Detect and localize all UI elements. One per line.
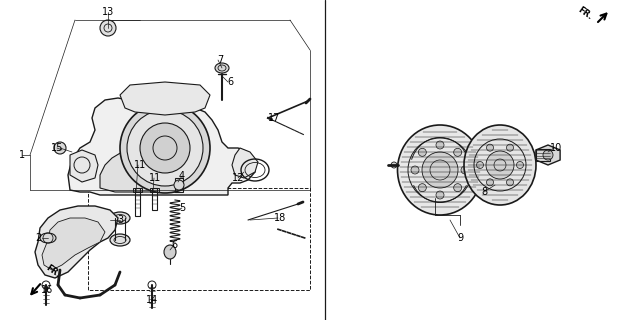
- Circle shape: [486, 151, 514, 179]
- Text: 7: 7: [217, 55, 223, 65]
- Text: FR.: FR.: [44, 264, 62, 280]
- Polygon shape: [35, 206, 118, 278]
- Circle shape: [487, 179, 493, 186]
- Circle shape: [422, 152, 458, 188]
- Text: 8: 8: [481, 187, 487, 197]
- Circle shape: [418, 184, 426, 192]
- Circle shape: [418, 148, 426, 156]
- Text: 1: 1: [19, 150, 25, 160]
- Ellipse shape: [110, 234, 130, 246]
- Text: 5: 5: [179, 203, 185, 213]
- Circle shape: [543, 150, 553, 160]
- Circle shape: [506, 144, 513, 151]
- Circle shape: [516, 162, 523, 169]
- Text: 18: 18: [274, 213, 286, 223]
- Circle shape: [140, 123, 190, 173]
- Text: 11: 11: [149, 173, 161, 183]
- Text: 9: 9: [457, 233, 463, 243]
- Polygon shape: [68, 98, 255, 195]
- Bar: [150, 188, 159, 192]
- Circle shape: [436, 141, 444, 149]
- Text: 6: 6: [227, 77, 233, 87]
- Text: 2: 2: [35, 233, 41, 243]
- Polygon shape: [70, 150, 98, 182]
- Circle shape: [506, 179, 513, 186]
- Circle shape: [411, 166, 419, 174]
- Ellipse shape: [110, 212, 130, 224]
- Text: 10: 10: [550, 143, 562, 153]
- Bar: [152, 188, 157, 210]
- Bar: [175, 178, 183, 192]
- Circle shape: [174, 180, 184, 190]
- Text: 17: 17: [268, 113, 280, 123]
- Text: 13: 13: [102, 7, 114, 17]
- Circle shape: [120, 103, 210, 193]
- Ellipse shape: [215, 63, 229, 73]
- Polygon shape: [100, 148, 185, 192]
- Circle shape: [461, 166, 469, 174]
- Circle shape: [127, 110, 203, 186]
- Text: 4: 4: [179, 171, 185, 181]
- Text: 16: 16: [41, 285, 53, 295]
- Bar: [536, 149, 550, 161]
- Circle shape: [487, 144, 493, 151]
- Ellipse shape: [40, 233, 56, 243]
- Text: FR.: FR.: [576, 6, 594, 22]
- Polygon shape: [120, 82, 210, 115]
- Text: 12: 12: [232, 173, 244, 183]
- Circle shape: [54, 142, 66, 154]
- Ellipse shape: [397, 125, 482, 215]
- Bar: [88, 188, 310, 290]
- Ellipse shape: [164, 245, 176, 259]
- Circle shape: [391, 162, 397, 168]
- Circle shape: [454, 184, 462, 192]
- Ellipse shape: [464, 125, 536, 205]
- Circle shape: [477, 162, 483, 169]
- Circle shape: [454, 148, 462, 156]
- Polygon shape: [536, 145, 560, 165]
- Text: 6: 6: [171, 240, 177, 250]
- Text: 15: 15: [51, 143, 63, 153]
- Polygon shape: [42, 218, 105, 270]
- Circle shape: [436, 191, 444, 199]
- Bar: [135, 188, 140, 216]
- Text: 14: 14: [146, 295, 158, 305]
- Polygon shape: [232, 148, 258, 178]
- Text: 11: 11: [134, 160, 146, 170]
- Circle shape: [100, 20, 116, 36]
- Text: 3: 3: [117, 215, 123, 225]
- Bar: [133, 188, 142, 192]
